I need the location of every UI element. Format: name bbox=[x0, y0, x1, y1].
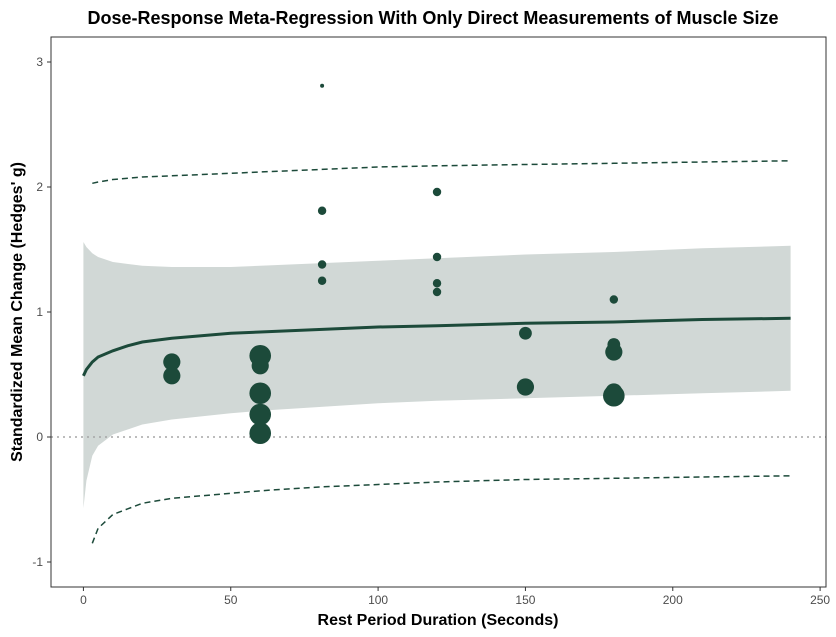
y-axis-title: Standardized Mean Change (Hedges' g) bbox=[9, 162, 26, 462]
prediction-interval-upper bbox=[92, 160, 791, 185]
data-point bbox=[603, 384, 625, 407]
chart-title: Dose-Response Meta-Regression With Only … bbox=[87, 8, 778, 28]
data-point bbox=[317, 260, 327, 269]
data-point bbox=[249, 382, 272, 405]
prediction-interval-lower bbox=[91, 475, 791, 544]
data-point bbox=[605, 343, 623, 361]
data-point bbox=[432, 287, 442, 297]
data-point bbox=[609, 295, 619, 304]
y-tick-label: 3 bbox=[36, 55, 43, 69]
y-tick-label: 1 bbox=[36, 305, 43, 319]
x-tick-label: 100 bbox=[368, 593, 388, 607]
data-point bbox=[320, 83, 325, 88]
data-point bbox=[163, 353, 181, 371]
data-point bbox=[519, 326, 532, 340]
x-tick-label: 250 bbox=[810, 593, 830, 607]
x-tick-label: 0 bbox=[80, 593, 87, 607]
data-point bbox=[317, 276, 327, 285]
x-axis-title: Rest Period Duration (Seconds) bbox=[318, 612, 559, 629]
data-point bbox=[251, 357, 269, 375]
data-point bbox=[249, 422, 272, 445]
confidence-band bbox=[83, 242, 791, 509]
data-point bbox=[516, 378, 535, 396]
plot-area: 0 50 100 150 200 250 -1 0 1 2 3 bbox=[32, 36, 830, 607]
fit-line bbox=[82, 316, 791, 377]
x-tick-label: 200 bbox=[663, 593, 683, 607]
x-tick-label: 150 bbox=[515, 593, 535, 607]
data-point bbox=[163, 367, 181, 385]
y-tick-label: -1 bbox=[32, 555, 43, 569]
x-tick-label: 50 bbox=[224, 593, 238, 607]
data-point bbox=[432, 252, 442, 262]
data-point bbox=[317, 206, 327, 215]
data-point bbox=[249, 403, 272, 426]
y-tick-label: 0 bbox=[36, 430, 43, 444]
y-tick-label: 2 bbox=[36, 180, 43, 194]
data-point bbox=[432, 187, 442, 197]
data-point bbox=[432, 279, 442, 288]
